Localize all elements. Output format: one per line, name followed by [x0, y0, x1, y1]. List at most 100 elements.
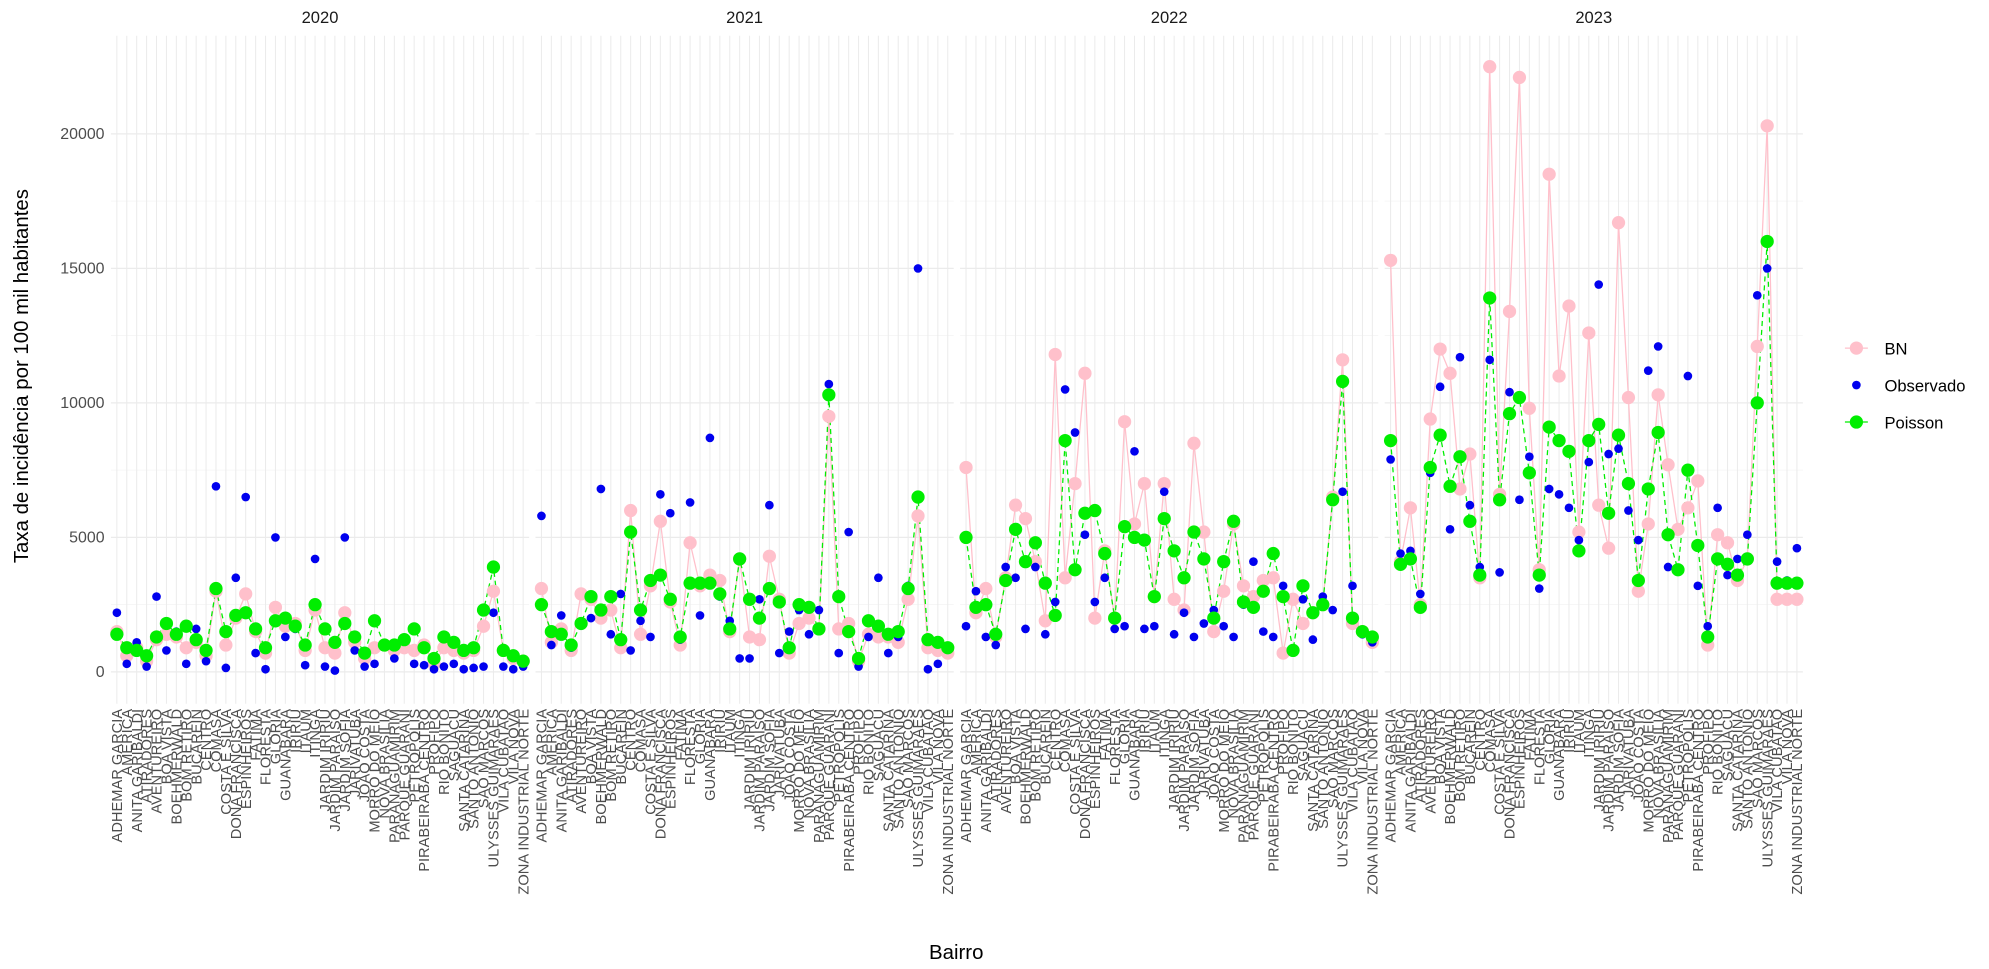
- x-tick-label: VILA CUBATAO: [1770, 709, 1786, 813]
- data-point: [1552, 369, 1566, 383]
- data-point: [489, 608, 498, 618]
- x-tick-label: PROFIPO: [427, 709, 443, 775]
- data-point: [1383, 253, 1398, 267]
- data-point: [784, 627, 794, 636]
- legend-label: Observado: [1884, 376, 1965, 395]
- x-tick-label: PARANAGUAMIRIM: [387, 709, 403, 843]
- data-point: [1792, 543, 1802, 553]
- data-point: [1021, 624, 1030, 634]
- data-point: [1140, 624, 1149, 634]
- data-point: [1088, 611, 1102, 625]
- data-point: [1386, 455, 1395, 464]
- data-point: [1018, 511, 1033, 526]
- data-point: [901, 592, 915, 606]
- data-point: [765, 500, 774, 510]
- data-point: [251, 648, 260, 658]
- data-point: [1653, 342, 1663, 351]
- y-tick-label: 15000: [60, 260, 104, 277]
- x-tick-label: COMASA: [209, 709, 225, 773]
- y-tick-label: 20000: [60, 126, 104, 143]
- x-tick-label: JARDIM SOFIA: [1187, 709, 1203, 812]
- data-point: [486, 560, 501, 574]
- data-point: [1246, 600, 1261, 614]
- data-point: [824, 379, 834, 389]
- data-point: [1187, 525, 1201, 539]
- data-point: [695, 611, 705, 620]
- x-tick-label: SANTO ANTONIO: [1316, 709, 1332, 829]
- x-tick-label: ITINGA: [1582, 709, 1598, 758]
- data-point: [933, 659, 943, 669]
- data-point: [1068, 476, 1082, 491]
- data-point: [1534, 584, 1544, 593]
- x-tick-label: GLORIA: [1118, 709, 1134, 765]
- panel-title: 2021: [726, 8, 763, 27]
- x-tick-label: FATIMA: [1098, 709, 1114, 761]
- data-point: [330, 666, 340, 675]
- data-point: [1328, 605, 1338, 615]
- data-point: [419, 660, 429, 670]
- data-point: [1582, 433, 1596, 448]
- data-point: [1552, 433, 1566, 448]
- data-point: [1348, 581, 1357, 591]
- x-tick-label: JOAO COSTA: [1631, 709, 1647, 803]
- x-tick-label: ANITA GARIBALDI: [979, 709, 995, 833]
- x-tick-label: SANTA CATARINA: [881, 709, 897, 832]
- data-point: [1167, 544, 1181, 558]
- data-point: [1762, 264, 1772, 273]
- x-tick-label: PROFIPO: [1276, 709, 1292, 775]
- x-tick-label: PIRABEIRABA CENTRO: [842, 709, 858, 872]
- data-point: [1060, 385, 1070, 394]
- y-axis-title: Taxa de incidência por 100 mil habitante…: [11, 189, 33, 563]
- data-point: [782, 641, 796, 655]
- data-point: [1453, 450, 1467, 464]
- data-point: [469, 663, 478, 673]
- x-tick-label: PARQUE GUARANI: [1247, 709, 1263, 841]
- data-point: [685, 498, 695, 507]
- data-point: [1008, 522, 1023, 536]
- data-point: [911, 509, 925, 523]
- data-point: [508, 664, 518, 674]
- x-tick-label: ESPINHEIROS: [239, 709, 255, 809]
- x-tick-label: VILA NOVA: [1356, 709, 1372, 785]
- x-tick-label: JARDIM IRIRIU: [743, 709, 759, 812]
- data-point: [665, 508, 675, 518]
- x-tick-label: COMASA: [1483, 709, 1499, 773]
- data-point: [1433, 428, 1447, 442]
- data-point: [219, 624, 233, 639]
- data-point: [1031, 562, 1040, 572]
- x-tick-label: MORRO DO MEIO: [368, 709, 384, 833]
- data-point: [871, 619, 886, 633]
- data-point: [1740, 552, 1754, 566]
- data-point: [1226, 514, 1241, 528]
- panel-title: 2020: [302, 8, 339, 27]
- data-point: [1611, 216, 1626, 230]
- x-tick-label: BUCAREIN: [1038, 709, 1054, 785]
- x-tick-label: GLORIA: [269, 709, 285, 765]
- data-point: [656, 490, 665, 499]
- data-point: [1651, 388, 1665, 402]
- data-point: [1443, 479, 1457, 493]
- data-point: [1455, 352, 1465, 362]
- x-tick-label: JOAO COSTA: [782, 709, 798, 803]
- x-tick-label: MORRO DO MEIO: [792, 709, 808, 833]
- data-point: [1592, 498, 1606, 512]
- data-point: [755, 594, 764, 604]
- x-tick-label: FATIMA: [1522, 709, 1538, 761]
- data-point: [822, 409, 836, 423]
- data-point: [1502, 407, 1517, 421]
- data-point: [1515, 495, 1524, 505]
- data-point: [179, 619, 193, 633]
- data-point: [1207, 624, 1221, 639]
- data-point: [883, 648, 893, 658]
- x-tick-label: ESPINHEIROS: [1088, 709, 1104, 809]
- data-point: [1078, 366, 1092, 380]
- x-tick-label: GUANABARA: [1128, 709, 1144, 801]
- data-point: [1157, 511, 1171, 526]
- data-point: [713, 587, 727, 601]
- data-point: [1403, 501, 1418, 515]
- x-tick-label: SAGUACU: [447, 709, 463, 781]
- data-point: [1147, 589, 1161, 604]
- x-tick-label: ITAUM: [1147, 709, 1163, 754]
- data-point: [1149, 621, 1159, 631]
- x-tick-label: ITINGA: [1157, 709, 1173, 758]
